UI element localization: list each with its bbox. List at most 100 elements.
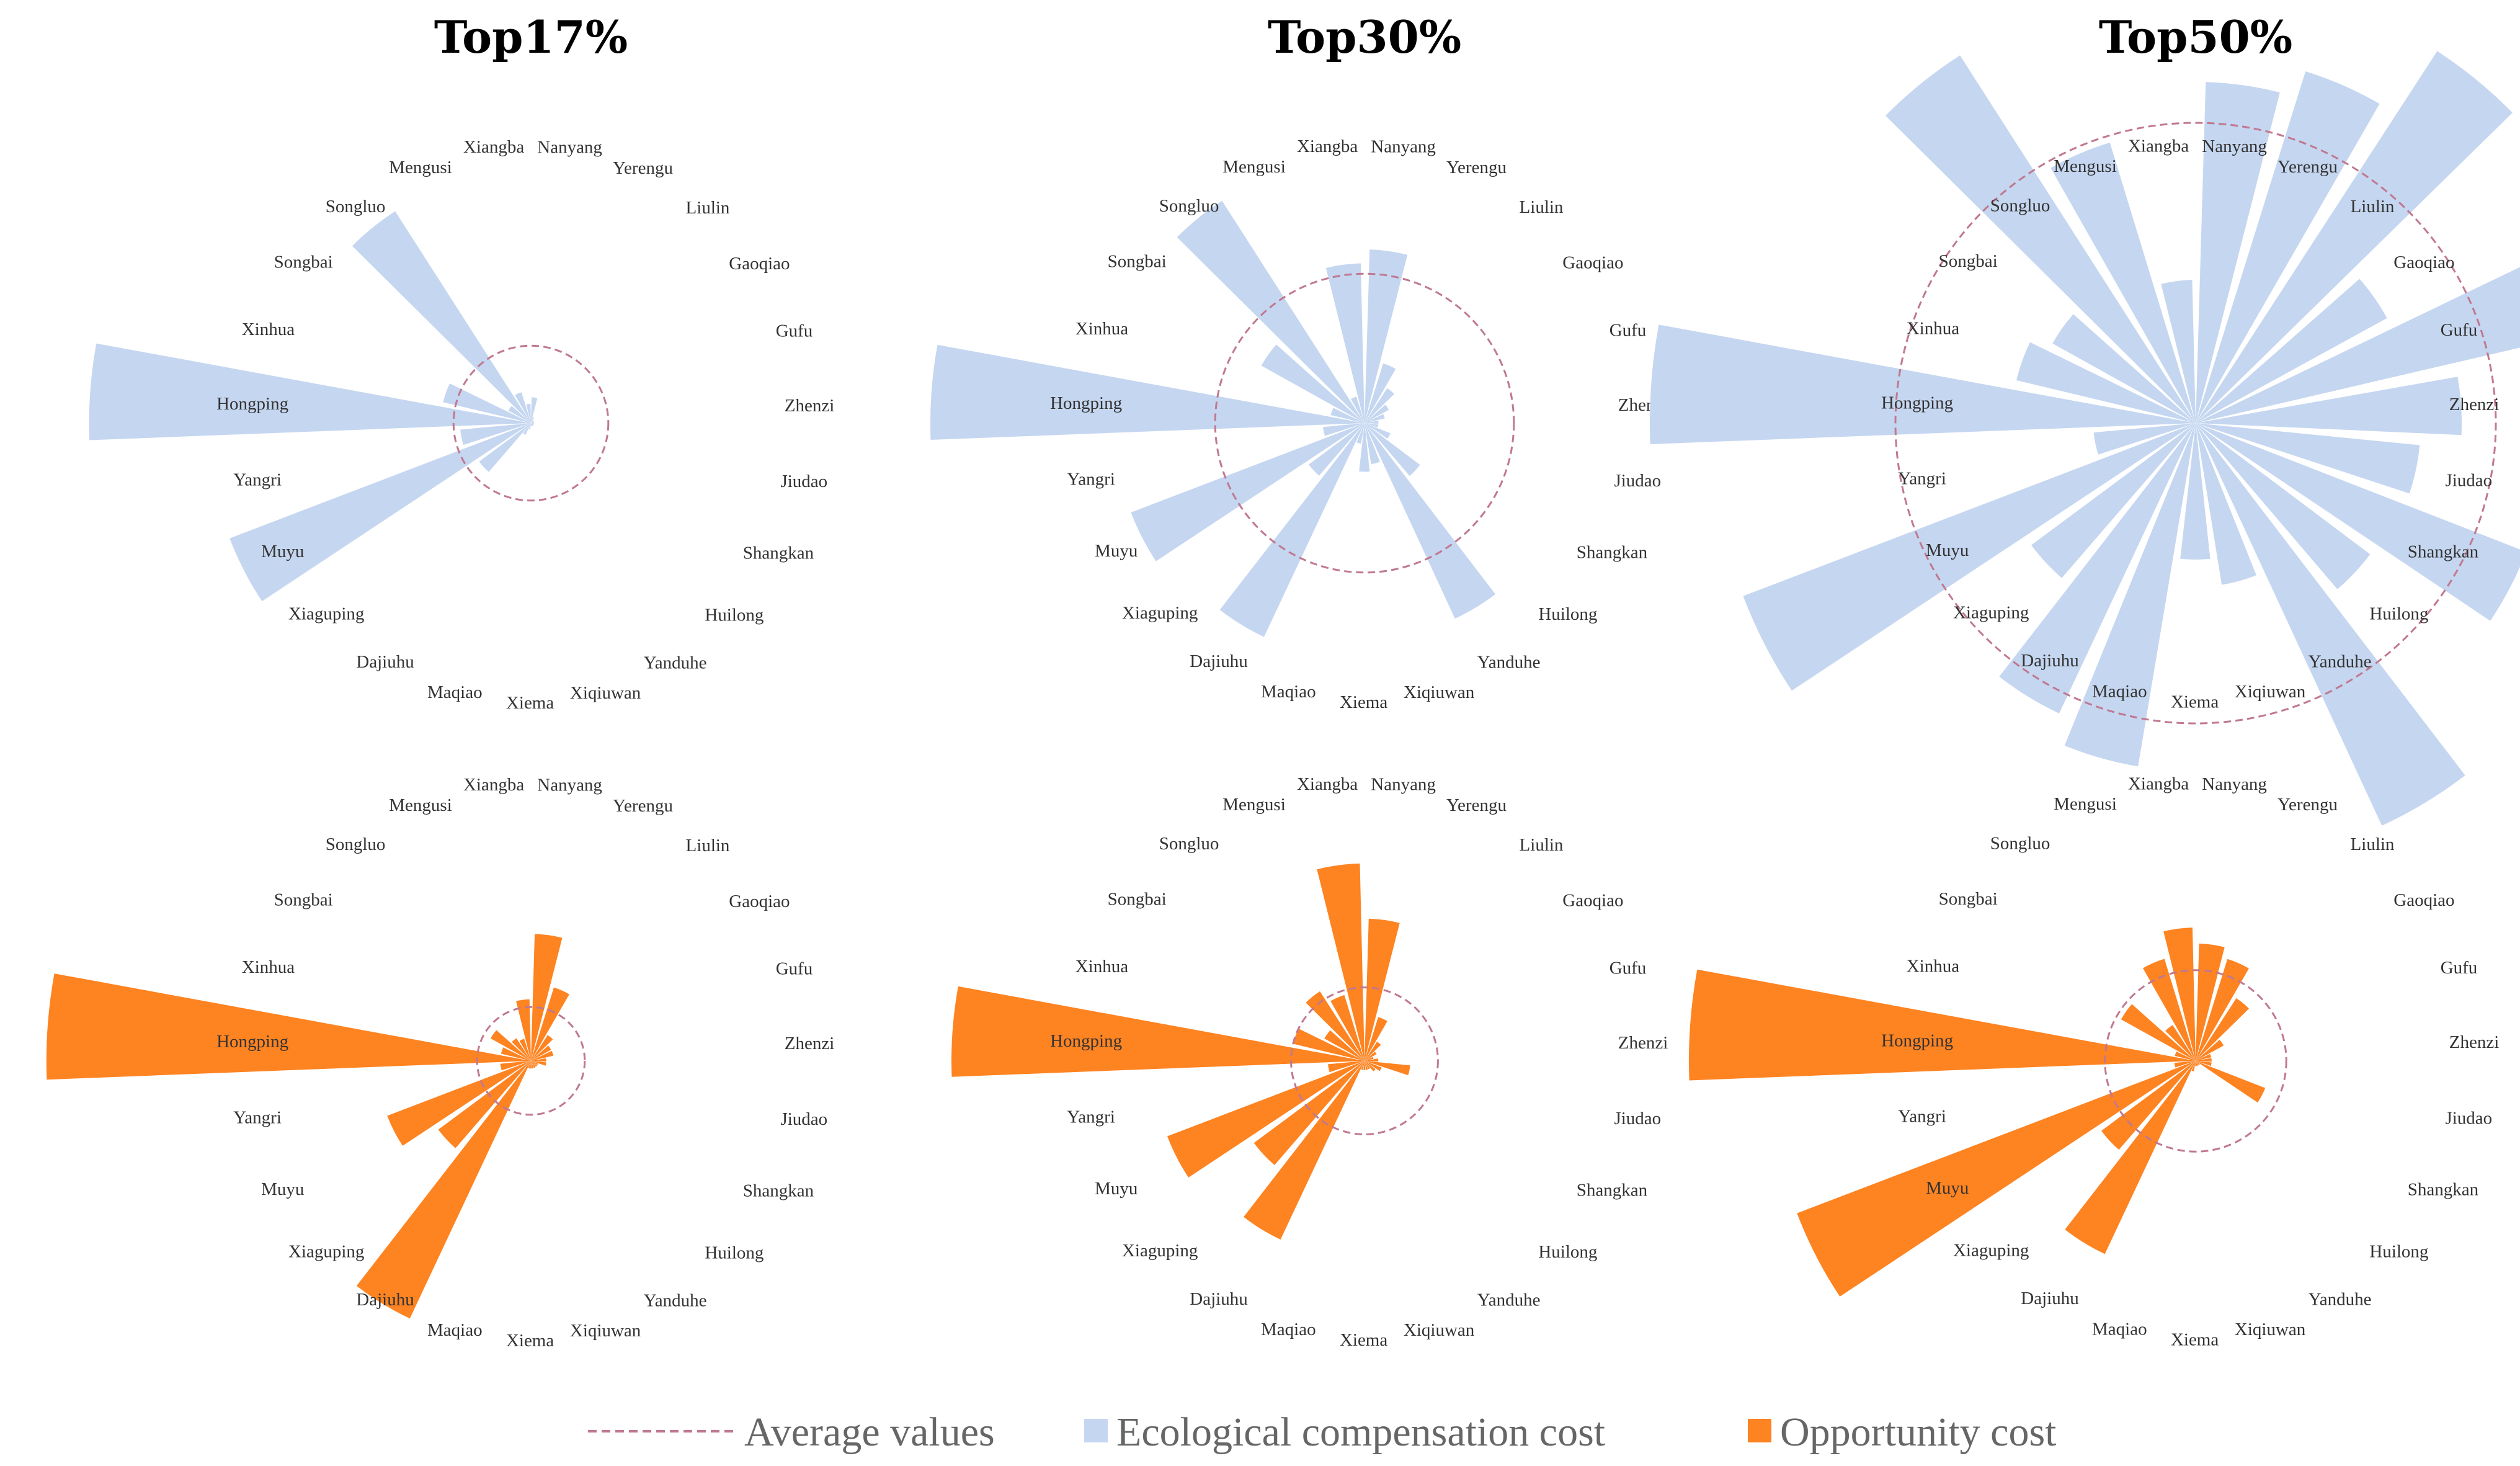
category-label: Huilong: [2369, 1242, 2428, 1262]
bar-nanyang: [1365, 249, 1408, 423]
bar-jiudao: [531, 423, 535, 424]
bar-xinhua: [2175, 1051, 2196, 1061]
bar-maqiao: [2191, 1061, 2196, 1071]
bar-hongping: [1688, 969, 2196, 1081]
bars: [930, 200, 1495, 637]
bar-gaoqiao: [1365, 1052, 1377, 1061]
category-label: Yerengu: [2277, 157, 2338, 177]
bar-maqiao: [1361, 1061, 1365, 1070]
category-label: Dajiuhu: [2021, 1289, 2078, 1308]
category-label: Xiema: [506, 1331, 554, 1351]
category-label: Songbai: [1939, 889, 1998, 909]
category-label: Xinhua: [1907, 318, 1960, 338]
category-label: Songbai: [274, 253, 333, 272]
category-label: Yangri: [233, 1107, 282, 1127]
category-label: Liulin: [2351, 834, 2395, 854]
bar-xiaguping: [1309, 423, 1365, 476]
category-label: Nanyang: [1371, 137, 1436, 157]
bar-jiudao: [1365, 423, 1379, 427]
bar-xiaguping: [2101, 1061, 2196, 1150]
bar-songluo: [1306, 991, 1365, 1061]
bar-shangkan: [531, 423, 534, 425]
category-label: Xiangba: [463, 137, 524, 157]
bar-xiangba: [1317, 863, 1365, 1061]
bar-yerengu: [1365, 363, 1396, 423]
category-label: Hongping: [216, 394, 288, 414]
bar-zhenzi: [2196, 377, 2462, 436]
rose-chart-5: Nanyang Yerengu Liulin Gaoqiao Gufu Zhenzi Jiu…: [951, 774, 1668, 1350]
category-label: Mengusi: [389, 158, 452, 177]
bar-gufu: [531, 1050, 554, 1061]
bar-songbai: [508, 406, 531, 423]
category-label: Zhenzi: [2449, 1032, 2500, 1052]
bar-nanyang: [531, 934, 563, 1061]
bar-mengusi: [519, 1039, 531, 1061]
category-label: Dajiuhu: [2021, 651, 2078, 671]
bar-gaoqiao: [531, 421, 534, 423]
bar-songluo: [352, 211, 531, 423]
bar-xiaguping: [479, 423, 531, 472]
category-label: Xinhua: [1075, 319, 1129, 339]
bar-xiangba: [516, 999, 531, 1061]
bar-gufu: [531, 421, 535, 423]
category-label: Songbai: [274, 890, 333, 910]
bar-zhenzi: [531, 1058, 546, 1062]
category-label: Maqiao: [1261, 682, 1316, 702]
bar-songbai: [2052, 314, 2196, 423]
category-label: Mengusi: [2054, 156, 2117, 176]
category-label: Yanduhe: [644, 1290, 707, 1310]
bar-muyu: [1743, 423, 2196, 691]
bar-nanyang: [1365, 918, 1400, 1061]
category-label: Xiema: [2171, 692, 2219, 712]
category-label: Xiema: [1340, 692, 1387, 712]
bar-yerengu: [2196, 71, 2380, 423]
average-circle: [1214, 272, 1515, 574]
bar-shangkan: [1365, 423, 1391, 439]
bar-xiema: [2180, 423, 2211, 560]
category-label: Songluo: [326, 834, 386, 854]
category-label: Yanduhe: [644, 653, 707, 673]
category-label: Hongping: [1050, 393, 1122, 413]
bar-xinhua: [443, 383, 531, 423]
bar-mengusi: [1350, 396, 1365, 423]
bar-songluo: [1177, 200, 1365, 423]
category-label: Liulin: [686, 198, 730, 218]
category-label: Muyu: [1926, 540, 1969, 560]
category-label: Dajiuhu: [356, 652, 414, 672]
category-label: Zhenzi: [785, 1034, 835, 1053]
category-label: Xiqiuwan: [570, 683, 641, 703]
category-label: Xiema: [2171, 1330, 2219, 1349]
bar-shangkan: [2196, 1061, 2266, 1103]
bar-songbai: [1324, 1030, 1365, 1061]
category-label: Nanyang: [2202, 774, 2267, 794]
category-label: Maqiao: [1261, 1320, 1316, 1339]
bar-gaoqiao: [2196, 279, 2387, 423]
bar-xiqiuwan: [531, 1061, 534, 1069]
category-label: Songbai: [1108, 252, 1167, 272]
bar-liulin: [2196, 51, 2513, 423]
bar-zhenzi: [1365, 1058, 1379, 1062]
bar-yangri: [460, 423, 531, 445]
category-label: Nanyang: [1371, 775, 1436, 795]
bar-yanduhe: [2196, 1061, 2199, 1066]
category-label: Jiudao: [2445, 1108, 2492, 1128]
category-label: Nanyang: [537, 775, 602, 795]
bar-huilong: [1365, 1061, 1376, 1071]
average-circle: [1894, 122, 2497, 725]
category-label: Mengusi: [1222, 157, 1286, 177]
category-label: Xiangba: [2128, 136, 2189, 156]
category-label: Maqiao: [2092, 1319, 2147, 1339]
bar-xiangba: [1325, 263, 1365, 423]
bar-yerengu: [531, 417, 535, 423]
bar-dajiuhu: [356, 1061, 531, 1319]
average-circle: [2104, 969, 2287, 1153]
category-label: Gaoqiao: [1562, 253, 1623, 273]
bar-muyu: [387, 1061, 531, 1146]
category-label: Xiqiuwan: [2235, 1320, 2306, 1339]
category-label: Dajiuhu: [1190, 651, 1247, 671]
bars: [89, 211, 538, 602]
category-label: Xiaguping: [1953, 603, 2029, 623]
category-label: Xinhua: [242, 320, 295, 339]
bar-zhenzi: [1365, 421, 1379, 424]
category-label: Songluo: [1159, 196, 1219, 216]
